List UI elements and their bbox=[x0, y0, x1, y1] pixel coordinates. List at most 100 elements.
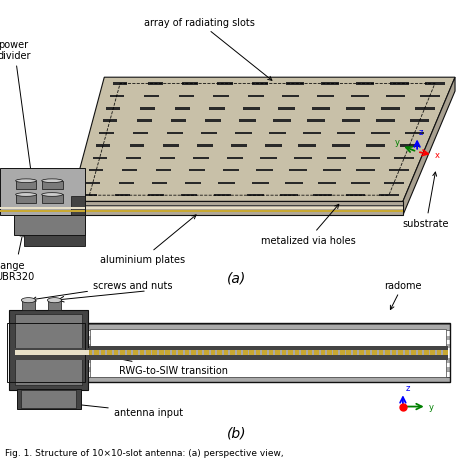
Bar bbox=[247, 195, 264, 197]
Text: antenna input: antenna input bbox=[35, 398, 183, 417]
Bar bbox=[213, 95, 229, 98]
Bar bbox=[15, 348, 89, 360]
Text: x: x bbox=[435, 151, 440, 160]
Bar bbox=[278, 108, 295, 110]
Bar bbox=[88, 351, 448, 355]
Text: power
divider: power divider bbox=[0, 40, 34, 185]
Bar bbox=[252, 83, 268, 85]
Bar bbox=[148, 195, 164, 197]
Bar bbox=[280, 195, 298, 197]
Bar bbox=[125, 351, 127, 355]
Text: RWG-to-SIW transition: RWG-to-SIW transition bbox=[51, 344, 228, 375]
Bar bbox=[85, 340, 450, 344]
Bar bbox=[88, 347, 448, 351]
Bar bbox=[190, 351, 191, 355]
Bar bbox=[15, 315, 82, 386]
Bar bbox=[235, 133, 252, 135]
Bar bbox=[183, 351, 185, 355]
Bar bbox=[189, 170, 205, 172]
Bar bbox=[254, 351, 256, 355]
Bar bbox=[175, 108, 190, 110]
Bar bbox=[351, 95, 369, 98]
Bar bbox=[179, 95, 194, 98]
Bar bbox=[332, 351, 334, 355]
Bar bbox=[303, 133, 321, 135]
Bar bbox=[85, 363, 450, 367]
Bar bbox=[384, 182, 404, 185]
Ellipse shape bbox=[16, 193, 36, 197]
Bar bbox=[377, 351, 379, 355]
Bar bbox=[376, 120, 395, 123]
Bar bbox=[371, 133, 390, 135]
Bar bbox=[85, 336, 450, 340]
Bar bbox=[247, 95, 264, 98]
Bar bbox=[351, 182, 370, 185]
Polygon shape bbox=[0, 208, 85, 210]
Bar bbox=[16, 195, 36, 203]
Bar bbox=[282, 95, 299, 98]
Bar bbox=[231, 145, 247, 147]
Bar bbox=[298, 145, 316, 147]
Bar bbox=[171, 120, 186, 123]
Text: z: z bbox=[419, 128, 423, 136]
Bar bbox=[217, 83, 233, 85]
Bar bbox=[328, 157, 346, 160]
Bar bbox=[48, 301, 61, 310]
Bar bbox=[22, 301, 35, 310]
Bar bbox=[420, 95, 439, 98]
Bar bbox=[385, 95, 404, 98]
Bar bbox=[185, 182, 201, 185]
Bar bbox=[409, 351, 411, 355]
Bar bbox=[239, 120, 256, 123]
Bar bbox=[42, 195, 63, 203]
Bar bbox=[361, 157, 380, 160]
Bar bbox=[85, 377, 450, 383]
Bar bbox=[85, 358, 450, 363]
Bar bbox=[181, 195, 197, 197]
Bar bbox=[317, 95, 334, 98]
Bar bbox=[156, 170, 171, 172]
Bar bbox=[260, 157, 277, 160]
Bar bbox=[157, 351, 159, 355]
Bar bbox=[160, 157, 175, 160]
Bar bbox=[267, 351, 269, 355]
Bar bbox=[441, 351, 443, 355]
Bar bbox=[118, 351, 120, 355]
Bar bbox=[100, 133, 114, 135]
Bar bbox=[140, 108, 155, 110]
Polygon shape bbox=[71, 196, 85, 216]
Bar bbox=[235, 351, 237, 355]
Bar bbox=[106, 108, 120, 110]
Bar bbox=[196, 351, 198, 355]
Bar bbox=[318, 182, 336, 185]
Bar bbox=[379, 195, 399, 197]
Polygon shape bbox=[71, 210, 403, 213]
Ellipse shape bbox=[47, 298, 62, 303]
Ellipse shape bbox=[16, 179, 36, 183]
Bar bbox=[151, 351, 153, 355]
Bar bbox=[214, 195, 231, 197]
Bar bbox=[205, 120, 221, 123]
Ellipse shape bbox=[42, 193, 63, 197]
Bar bbox=[130, 145, 145, 147]
Bar bbox=[252, 182, 269, 185]
Bar bbox=[201, 133, 217, 135]
Bar bbox=[308, 120, 325, 123]
Text: y: y bbox=[429, 402, 434, 411]
Bar bbox=[306, 351, 308, 355]
Bar bbox=[9, 358, 85, 363]
Bar bbox=[325, 351, 327, 355]
Bar bbox=[337, 133, 355, 135]
Bar bbox=[321, 83, 339, 85]
Polygon shape bbox=[24, 235, 85, 246]
Polygon shape bbox=[71, 202, 403, 216]
Bar bbox=[85, 325, 450, 330]
Bar bbox=[7, 323, 85, 383]
Bar bbox=[85, 323, 450, 383]
Bar bbox=[170, 351, 172, 355]
Bar bbox=[293, 351, 295, 355]
Text: substrate: substrate bbox=[403, 173, 449, 229]
Bar bbox=[280, 351, 282, 355]
Bar bbox=[126, 157, 141, 160]
Bar bbox=[381, 108, 400, 110]
